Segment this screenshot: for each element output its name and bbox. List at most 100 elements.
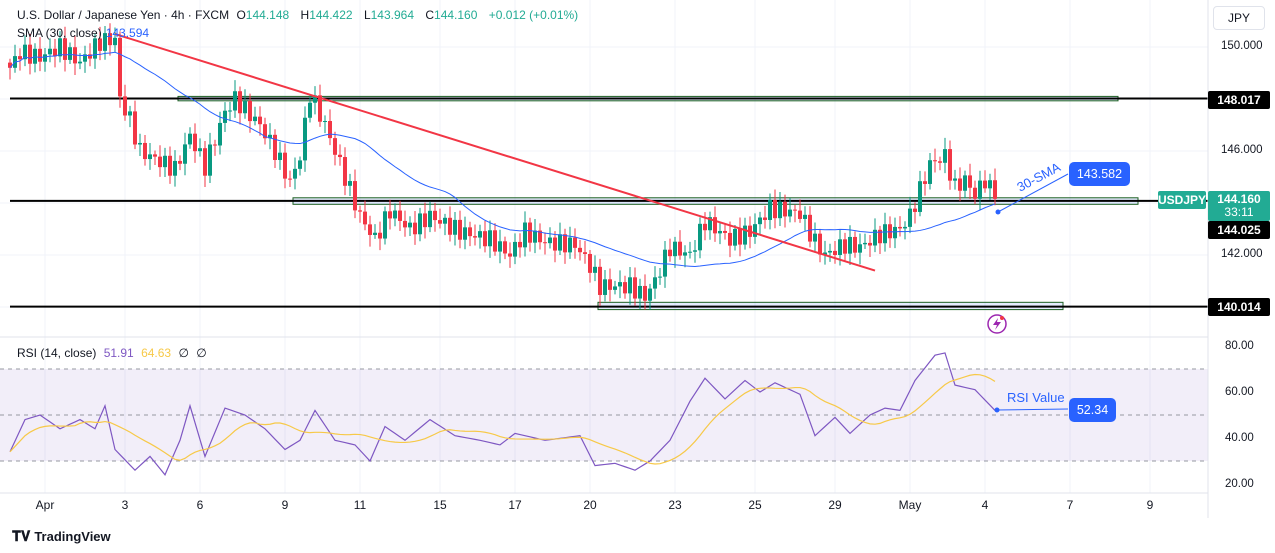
tv-logo-icon: 𝐓𝐕 xyxy=(12,528,31,544)
candle xyxy=(743,217,747,250)
candle xyxy=(398,200,402,232)
sma-legend[interactable]: SMA (30, close) 143.594 xyxy=(17,26,153,40)
candle xyxy=(988,173,992,200)
candle xyxy=(918,170,922,217)
candle xyxy=(218,111,222,155)
candle xyxy=(533,218,537,254)
candle xyxy=(183,132,187,176)
rsi-empty-2: ∅ xyxy=(196,346,207,360)
annotation-arrows xyxy=(994,173,1069,413)
rsi-empty-1: ∅ xyxy=(178,346,189,360)
level-badge-140: 140.014 xyxy=(1208,298,1270,316)
rsi-label: RSI (14, close) xyxy=(17,346,97,360)
rsi-ma-value: 64.63 xyxy=(141,346,172,360)
candle xyxy=(733,225,737,251)
candle xyxy=(243,89,247,119)
candle xyxy=(423,202,427,239)
candle xyxy=(753,213,757,244)
time-tick: 9 xyxy=(1147,498,1154,512)
candle xyxy=(898,216,902,237)
time-tick: Apr xyxy=(36,498,55,512)
time-tick: 11 xyxy=(354,498,367,512)
rsi-callout[interactable]: 52.34 xyxy=(1069,398,1116,422)
candle xyxy=(903,221,907,240)
candle xyxy=(808,206,812,248)
candle xyxy=(548,227,552,249)
last-price-badge: 144.160 33:11 xyxy=(1208,191,1270,221)
trendline[interactable] xyxy=(114,33,876,272)
candle xyxy=(983,170,987,193)
candle xyxy=(818,228,822,263)
candle xyxy=(258,106,262,136)
candle xyxy=(678,230,682,260)
time-tick: 4 xyxy=(982,498,989,512)
candle xyxy=(203,141,207,187)
candle xyxy=(663,241,667,288)
rsi-tick: 40.00 xyxy=(1225,432,1254,444)
candle xyxy=(858,233,862,265)
candle xyxy=(403,210,407,237)
candle xyxy=(558,222,562,256)
low-value: 143.964 xyxy=(370,8,415,22)
candle xyxy=(38,37,42,72)
candle xyxy=(208,132,212,184)
candle xyxy=(363,200,367,231)
candle xyxy=(728,221,732,258)
candle xyxy=(178,155,182,171)
candle xyxy=(948,140,952,190)
candle xyxy=(738,217,742,257)
candle xyxy=(543,232,547,255)
close-value: 144.160 xyxy=(434,8,478,22)
rsi-tick: 60.00 xyxy=(1225,386,1254,398)
candle xyxy=(943,137,947,174)
rsi-legend[interactable]: RSI (14, close) 51.91 64.63 ∅ ∅ xyxy=(17,346,211,360)
time-tick: 17 xyxy=(508,498,522,512)
candle xyxy=(163,147,167,177)
level-badge-144: 144.025 xyxy=(1208,221,1270,239)
time-tick: 23 xyxy=(668,498,682,512)
candle xyxy=(908,196,912,234)
candle xyxy=(338,144,342,166)
candle xyxy=(88,43,92,67)
candle xyxy=(268,123,272,150)
time-axis[interactable]: Apr 3 6 9 11 15 17 20 23 25 29 May 4 7 9 xyxy=(36,498,1154,512)
candle xyxy=(923,171,927,196)
sma-callout[interactable]: 143.582 xyxy=(1069,162,1130,186)
symbol-title[interactable]: U.S. Dollar / Japanese Yen · 4h · FXCM xyxy=(17,8,230,22)
level-badge-148: 148.017 xyxy=(1208,91,1270,109)
candle xyxy=(528,217,532,252)
candle xyxy=(313,86,317,115)
tradingview-logo[interactable]: 𝐓𝐕 TradingView xyxy=(12,528,111,545)
candle xyxy=(648,283,652,310)
price-tick: 146.000 xyxy=(1221,144,1263,156)
candle xyxy=(773,189,777,229)
candle xyxy=(373,224,377,239)
lightning-icon[interactable] xyxy=(987,314,1007,334)
candle xyxy=(568,226,572,259)
candle xyxy=(598,258,602,306)
candle xyxy=(328,109,332,146)
candle xyxy=(878,225,882,255)
candle xyxy=(468,221,472,247)
rsi-pane xyxy=(0,368,1208,462)
currency-button[interactable]: JPY xyxy=(1213,6,1265,30)
candle xyxy=(603,270,607,302)
candle xyxy=(638,278,642,310)
candles xyxy=(8,23,997,310)
candle xyxy=(478,224,482,249)
candle xyxy=(153,150,157,165)
candle xyxy=(563,228,567,264)
candle xyxy=(383,206,387,245)
candle xyxy=(138,133,142,157)
candle xyxy=(668,238,672,262)
ohlc-low: L143.964 xyxy=(364,8,418,22)
time-tick: 9 xyxy=(282,498,289,512)
sma-value: 143.594 xyxy=(105,26,150,40)
candle xyxy=(358,205,362,223)
candle xyxy=(213,139,217,156)
candle xyxy=(538,223,542,250)
candle xyxy=(438,208,442,229)
candle xyxy=(933,148,937,173)
horizontal-levels[interactable] xyxy=(10,97,1208,308)
